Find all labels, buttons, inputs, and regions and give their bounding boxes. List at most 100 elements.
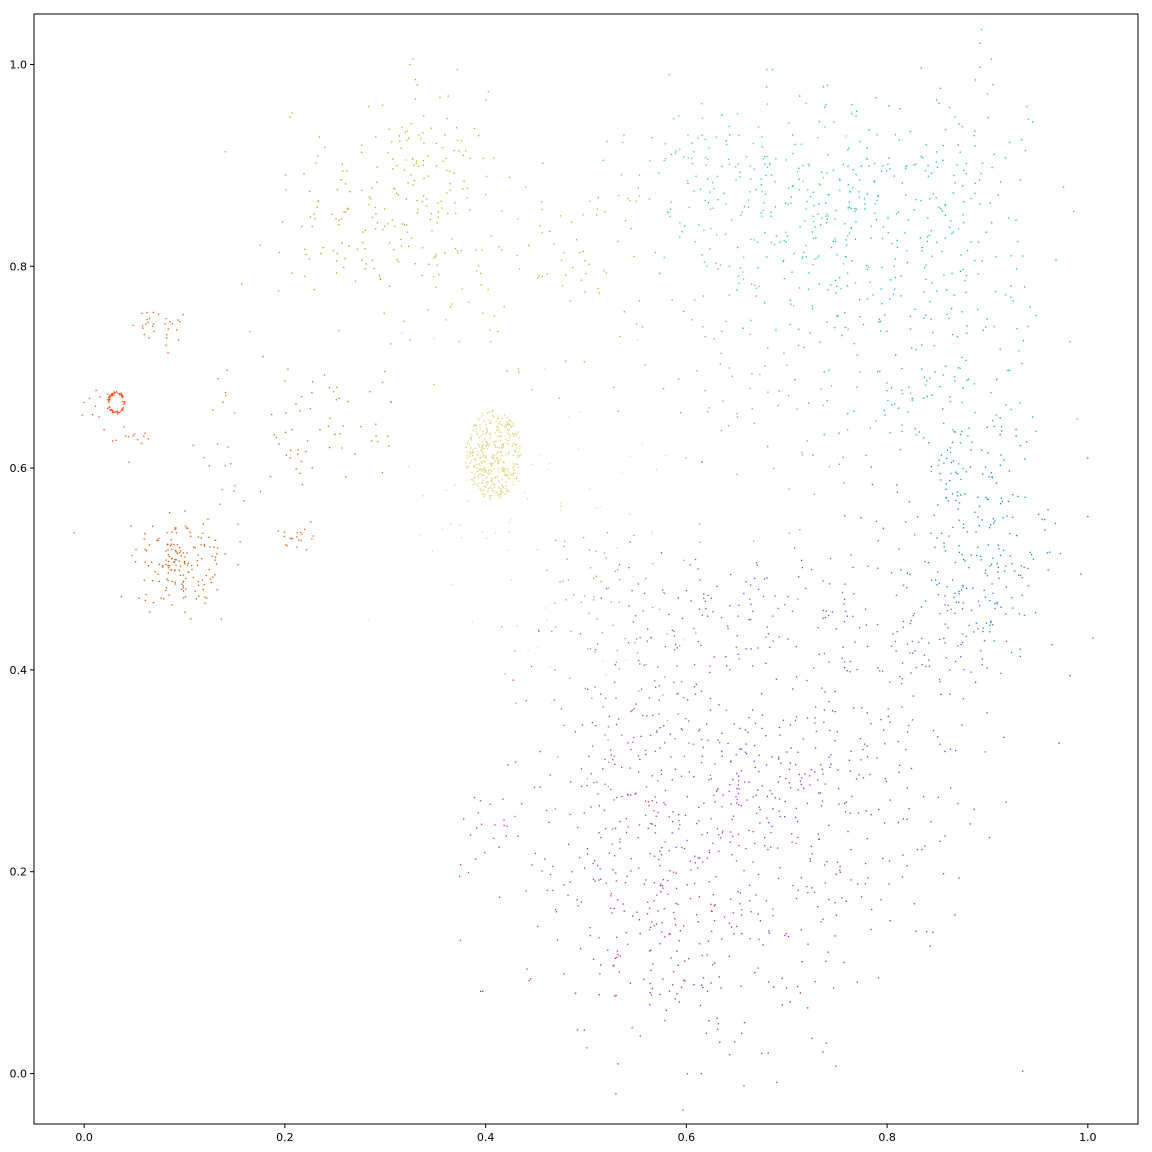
scatter-point — [207, 518, 209, 520]
scatter-point — [673, 635, 676, 637]
scatter-point — [832, 710, 834, 712]
scatter-point — [752, 665, 754, 667]
scatter-point — [737, 615, 739, 617]
scatter-point — [771, 793, 773, 795]
scatter-point — [757, 126, 760, 128]
scatter-point — [757, 588, 760, 591]
scatter-point — [814, 722, 816, 724]
scatter-point — [171, 531, 173, 533]
scatter-point — [852, 186, 854, 189]
scatter-point — [387, 435, 389, 437]
scatter-point — [475, 827, 478, 829]
scatter-point — [830, 754, 832, 756]
scatter-point — [306, 440, 309, 442]
scatter-point — [668, 73, 670, 76]
scatter-point — [823, 371, 825, 373]
scatter-point — [474, 483, 477, 485]
scatter-point — [470, 479, 472, 481]
scatter-point — [964, 279, 966, 282]
scatter-point — [446, 192, 448, 194]
scatter-point — [964, 493, 966, 495]
scatter-point — [391, 219, 393, 221]
scatter-point — [404, 131, 407, 133]
scatter-point — [970, 554, 972, 556]
scatter-point — [103, 428, 105, 431]
scatter-point — [167, 564, 169, 567]
scatter-point — [1001, 426, 1003, 428]
scatter-point — [437, 202, 439, 204]
scatter-point — [850, 554, 852, 556]
scatter-point — [878, 809, 880, 811]
scatter-point — [654, 825, 656, 827]
scatter-point — [774, 181, 776, 183]
scatter-point — [925, 264, 927, 266]
scatter-point — [460, 864, 462, 866]
scatter-point — [595, 550, 597, 552]
scatter-point — [755, 287, 758, 290]
scatter-point — [178, 547, 181, 549]
scatter-point — [300, 531, 302, 534]
scatter-point — [335, 217, 337, 220]
scatter-point — [766, 577, 768, 579]
scatter-point — [646, 628, 649, 630]
scatter-point — [504, 471, 506, 473]
scatter-point — [392, 168, 394, 170]
scatter-point — [590, 773, 592, 775]
scatter-point — [312, 535, 314, 537]
scatter-point — [943, 542, 945, 544]
scatter-point — [481, 412, 483, 414]
scatter-point — [701, 755, 703, 758]
scatter-point — [322, 247, 324, 249]
scatter-point — [144, 548, 146, 551]
scatter-point — [873, 181, 875, 183]
scatter-point — [846, 429, 849, 431]
scatter-point — [615, 994, 617, 997]
scatter-point — [374, 206, 377, 209]
scatter-point — [820, 388, 822, 390]
scatter-point — [667, 893, 669, 895]
scatter-point — [485, 440, 487, 443]
scatter-point — [977, 600, 980, 602]
scatter-point — [655, 815, 657, 817]
scatter-point — [501, 444, 503, 446]
scatter-point — [980, 28, 983, 31]
scatter-point — [469, 438, 472, 440]
scatter-point — [295, 468, 297, 470]
scatter-point — [657, 910, 659, 912]
scatter-point — [936, 99, 938, 101]
scatter-point — [1023, 566, 1025, 569]
scatter-point — [654, 750, 657, 752]
scatter-point — [685, 457, 687, 459]
scatter-point — [766, 103, 769, 105]
scatter-point — [664, 841, 666, 843]
scatter-point — [901, 677, 903, 680]
scatter-point — [989, 624, 991, 626]
scatter-point — [946, 457, 948, 459]
scatter-point — [739, 892, 742, 894]
scatter-point — [794, 143, 796, 146]
scatter-point — [593, 859, 596, 862]
scatter-point — [613, 681, 616, 683]
scatter-point — [995, 414, 997, 416]
scatter-point — [327, 425, 330, 427]
scatter-point — [875, 97, 877, 99]
scatter-point — [701, 738, 703, 741]
scatter-point — [311, 225, 313, 228]
scatter-point — [926, 395, 928, 398]
scatter-point — [607, 761, 610, 763]
scatter-point — [863, 743, 866, 745]
scatter-point — [354, 280, 357, 282]
scatter-point — [795, 764, 797, 766]
scatter-point — [624, 881, 627, 884]
scatter-point — [569, 677, 571, 679]
scatter-point — [120, 596, 123, 598]
scatter-point — [478, 463, 481, 465]
scatter-point — [574, 731, 576, 733]
scatter-point — [488, 443, 491, 445]
scatter-point — [111, 395, 114, 397]
scatter-point — [411, 158, 414, 160]
scatter-point — [906, 787, 909, 789]
scatter-point — [586, 648, 589, 650]
scatter-point — [817, 137, 819, 139]
scatter-point — [497, 456, 499, 459]
